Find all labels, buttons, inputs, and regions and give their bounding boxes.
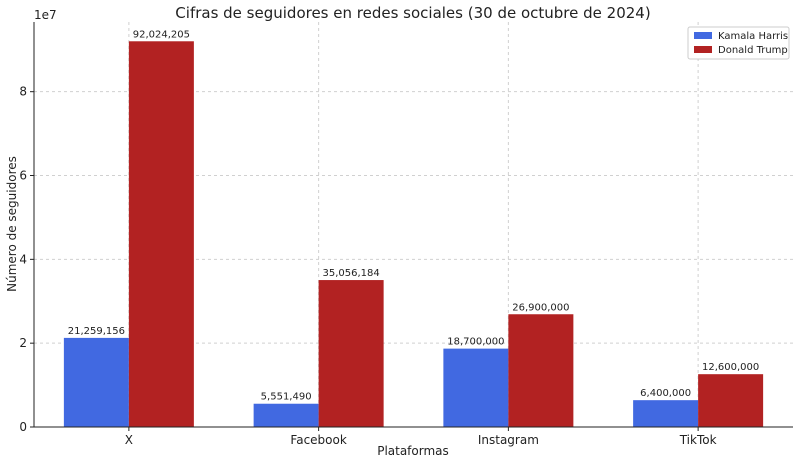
y-tick-label: 8 bbox=[19, 85, 27, 99]
x-tick-label: Instagram bbox=[478, 433, 539, 447]
bar bbox=[508, 314, 574, 427]
y-tick-label: 0 bbox=[19, 420, 27, 434]
bar bbox=[128, 41, 194, 428]
legend-swatch bbox=[694, 32, 712, 39]
data-label: 35,056,184 bbox=[322, 268, 379, 279]
bar bbox=[698, 374, 764, 427]
legend: Kamala Harris Donald Trump bbox=[687, 26, 790, 60]
bar bbox=[63, 337, 129, 427]
y-tick-label: 2 bbox=[19, 336, 27, 350]
data-label: 6,400,000 bbox=[640, 388, 691, 399]
y-tick-label: 4 bbox=[19, 252, 27, 266]
axes: 0 2 4 6 8 X Facebook Instagram TikTok bbox=[19, 22, 793, 447]
y-axis-offset-label: 1e7 bbox=[34, 8, 57, 22]
legend-box bbox=[687, 26, 790, 60]
x-tick-label: X bbox=[125, 433, 133, 447]
data-label: 12,600,000 bbox=[702, 362, 759, 373]
data-label: 92,024,205 bbox=[133, 29, 190, 40]
data-label: 5,551,490 bbox=[261, 392, 312, 403]
legend-swatch bbox=[694, 46, 712, 53]
x-axis-label: Plataformas bbox=[377, 444, 449, 458]
data-label: 18,700,000 bbox=[447, 337, 504, 348]
legend-label: Kamala Harris bbox=[718, 31, 788, 42]
data-label: 21,259,156 bbox=[68, 326, 125, 337]
data-label: 26,900,000 bbox=[512, 302, 569, 313]
bar bbox=[253, 403, 319, 427]
bar bbox=[443, 348, 509, 427]
y-tick-label: 6 bbox=[19, 169, 27, 183]
x-tick-label: Facebook bbox=[290, 433, 346, 447]
bar bbox=[318, 280, 384, 427]
y-axis-label: Número de seguidores bbox=[5, 156, 19, 292]
data-labels: 21,259,156 92,024,205 5,551,490 35,056,184 1… bbox=[68, 29, 760, 402]
bar bbox=[633, 400, 699, 427]
bars bbox=[63, 41, 764, 428]
legend-label: Donald Trump bbox=[718, 45, 788, 56]
x-tick-label: TikTok bbox=[679, 433, 717, 447]
chart-title: Cifras de seguidores en redes sociales (… bbox=[175, 4, 650, 22]
